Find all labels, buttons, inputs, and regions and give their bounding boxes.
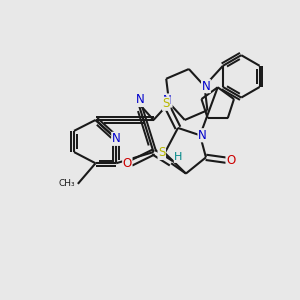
Text: N: N — [112, 132, 121, 145]
Text: O: O — [123, 157, 132, 170]
Text: O: O — [226, 154, 235, 167]
Text: N: N — [198, 129, 207, 142]
Text: H: H — [174, 152, 183, 162]
Text: S: S — [163, 97, 170, 110]
Text: S: S — [158, 146, 166, 159]
Text: N: N — [136, 93, 145, 106]
Text: N: N — [202, 80, 210, 93]
Text: N: N — [163, 94, 172, 107]
Text: CH₃: CH₃ — [59, 179, 76, 188]
